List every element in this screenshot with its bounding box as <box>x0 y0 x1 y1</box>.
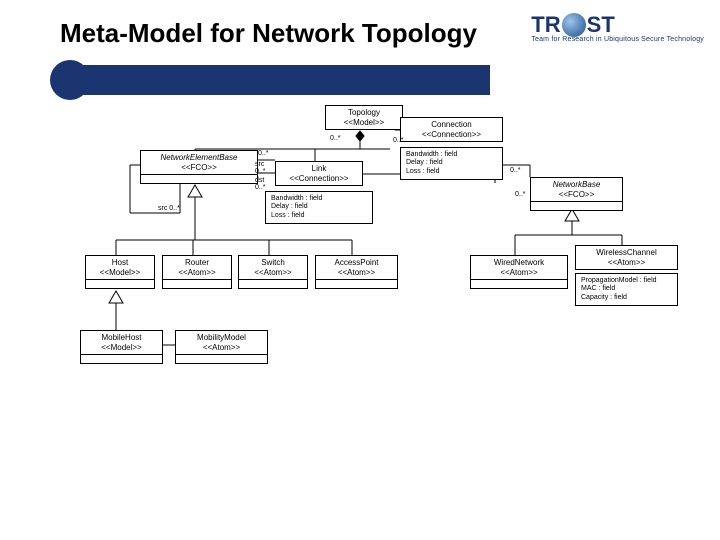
mult: dst 0..* <box>255 177 266 191</box>
logo: TRST Team for Research in Ubiquitous Sec… <box>531 12 704 43</box>
box-link: Link<<Connection>> <box>275 161 363 186</box>
mult: 0..* <box>258 150 269 157</box>
box-connection: Connection<<Connection>> <box>400 117 503 142</box>
uml-diagram: Topology<<Model>> NetworkElementBase<<FC… <box>70 105 670 385</box>
box-router: Router<<Atom>> <box>162 255 232 289</box>
mult: 0..* <box>510 167 521 174</box>
page-title: Meta-Model for Network Topology <box>60 18 477 49</box>
globe-icon <box>562 13 586 37</box>
mult: src 0..* <box>158 205 180 212</box>
box-mobilehost: MobileHost<<Model>> <box>80 330 163 364</box>
box-wirelesschannel: WirelessChannel<<Atom>> <box>575 245 678 270</box>
box-switch: Switch<<Atom>> <box>238 255 308 289</box>
box-accesspoint: AccessPoint<<Atom>> <box>315 255 398 289</box>
box-wirednetwork: WiredNetwork<<Atom>> <box>470 255 568 289</box>
box-host: Host<<Model>> <box>85 255 155 289</box>
box-networkbase: NetworkBase<<FCO>> <box>530 177 623 211</box>
logo-subtitle: Team for Research in Ubiquitous Secure T… <box>531 36 704 43</box>
mult: src 0..* <box>255 161 266 175</box>
box-networkelementbase: NetworkElementBase<<FCO>> <box>140 150 258 184</box>
box-wirelesschannel-attrs: PropagationModel : field MAC : field Cap… <box>575 273 678 306</box>
mult: 0..* <box>393 137 404 144</box>
accent-bar <box>50 60 720 100</box>
box-connection-attrs: Bandwidth : field Delay : field Loss : f… <box>400 147 503 180</box>
box-topology: Topology<<Model>> <box>325 105 403 130</box>
box-link-attrs: Bandwidth : field Delay : field Loss : f… <box>265 191 373 224</box>
box-mobilitymodel: MobilityModel<<Atom>> <box>175 330 268 364</box>
mult: 0..* <box>515 191 526 198</box>
mult: 0..* <box>330 135 341 142</box>
